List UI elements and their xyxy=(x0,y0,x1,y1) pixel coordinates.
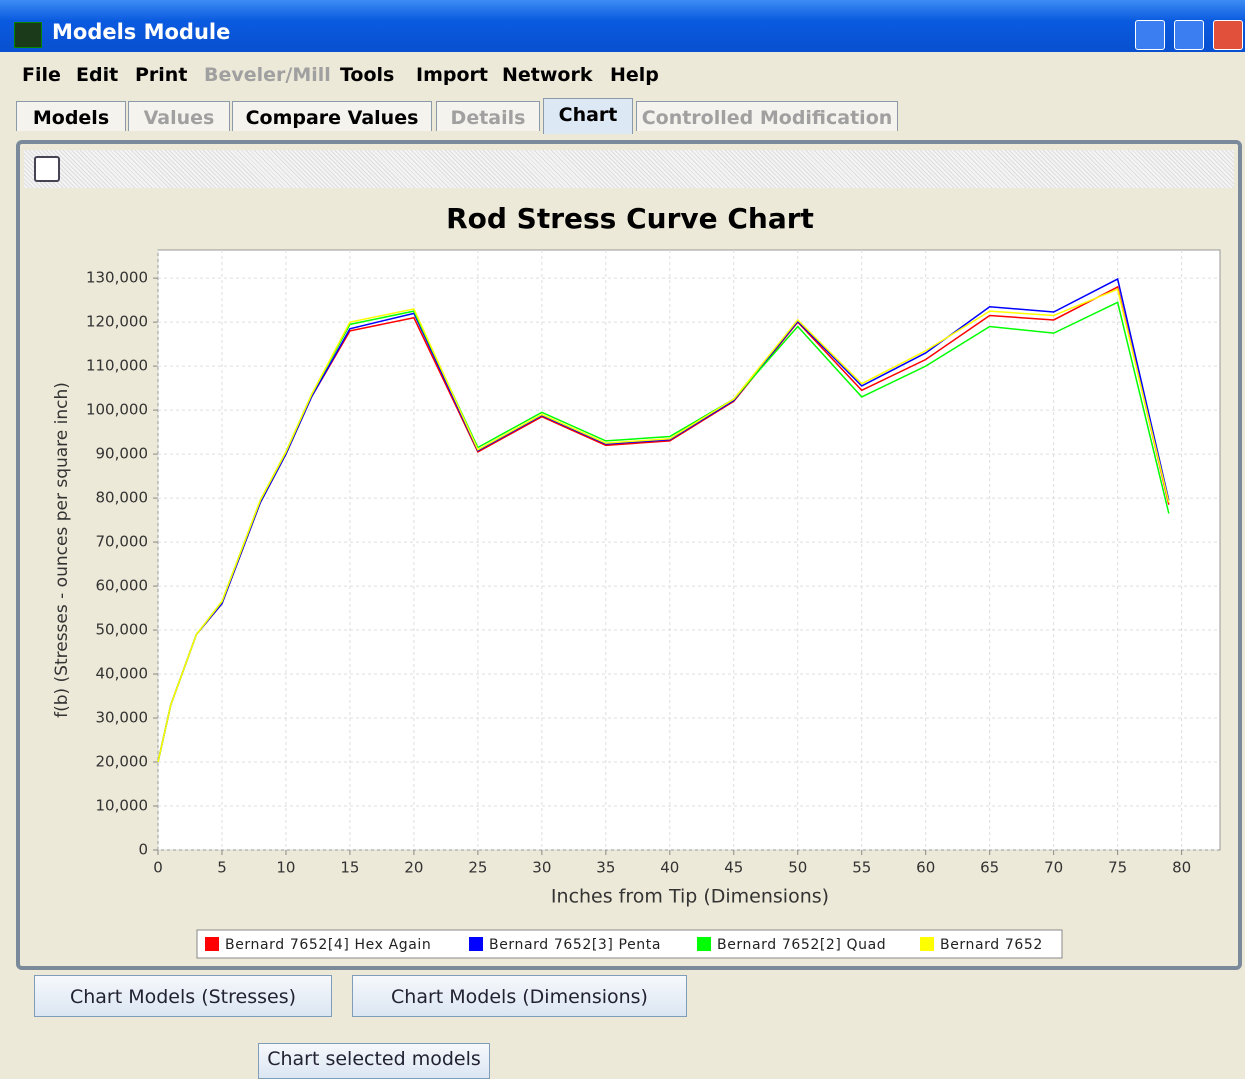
menu-item[interactable]: Print xyxy=(135,64,188,86)
menu-item[interactable]: Help xyxy=(610,64,659,86)
maximize-button[interactable] xyxy=(1174,20,1204,50)
tab: Values xyxy=(128,101,230,131)
x-tick-label: 30 xyxy=(532,859,551,877)
menu-item[interactable]: Import xyxy=(416,64,488,86)
legend-label: Bernard 7652[2] Quad xyxy=(717,937,886,953)
tab: Controlled Modification xyxy=(636,101,898,131)
x-tick-label: 40 xyxy=(660,859,679,877)
menu-bar: File Edit Print Beveler/Mill Tools Impor… xyxy=(0,52,1245,98)
x-tick-label: 45 xyxy=(724,859,743,877)
y-axis-label: f(b) (Stresses - ounces per square inch) xyxy=(52,382,72,718)
x-tick-label: 10 xyxy=(276,859,295,877)
tab[interactable]: Models xyxy=(16,101,126,131)
x-tick-label: 70 xyxy=(1044,859,1063,877)
button[interactable]: Chart selected models xyxy=(258,1043,490,1079)
y-tick-label: 0 xyxy=(138,841,148,859)
y-tick-label: 80,000 xyxy=(96,489,149,507)
button[interactable]: Chart Models (Stresses) xyxy=(34,975,332,1017)
panel-toolbar xyxy=(24,150,1234,188)
legend-swatch xyxy=(697,937,711,951)
menu-item[interactable]: Network xyxy=(502,64,593,86)
tab[interactable]: Compare Values xyxy=(232,101,432,131)
menu-item[interactable]: Edit xyxy=(76,64,119,86)
window-title: Models Module xyxy=(52,20,231,44)
y-tick-label: 130,000 xyxy=(86,269,148,287)
series-line xyxy=(157,277,1170,763)
menu-item[interactable]: File xyxy=(22,64,61,86)
tab-bar: Models Values Compare Values Details Cha… xyxy=(0,98,1245,136)
minimize-button[interactable] xyxy=(1135,20,1165,50)
x-tick-label: 60 xyxy=(916,859,935,877)
tab: Details xyxy=(436,101,540,131)
legend-label: Bernard 7652[4] Hex Again xyxy=(225,937,431,953)
tab[interactable]: Chart xyxy=(543,98,633,134)
x-tick-label: 80 xyxy=(1172,859,1191,877)
y-tick-label: 100,000 xyxy=(86,401,148,419)
button[interactable]: Chart Models (Dimensions) xyxy=(352,975,687,1017)
legend-swatch xyxy=(205,937,219,951)
legend-swatch xyxy=(920,937,934,951)
y-tick-label: 70,000 xyxy=(96,533,149,551)
x-tick-label: 0 xyxy=(153,859,163,877)
legend-label: Bernard 7652 xyxy=(940,937,1043,953)
legend-box xyxy=(196,929,1063,959)
x-tick-label: 25 xyxy=(468,859,487,877)
x-tick-label: 20 xyxy=(404,859,423,877)
close-button[interactable] xyxy=(1213,20,1243,50)
y-tick-label: 20,000 xyxy=(96,753,149,771)
x-tick-label: 75 xyxy=(1108,859,1127,877)
y-tick-label: 50,000 xyxy=(96,621,149,639)
y-tick-label: 120,000 xyxy=(86,313,148,331)
x-axis-label: Inches from Tip (Dimensions) xyxy=(551,886,829,908)
y-tick-label: 110,000 xyxy=(86,357,148,375)
x-tick-label: 35 xyxy=(596,859,615,877)
y-tick-label: 40,000 xyxy=(96,665,149,683)
menu-item[interactable]: Tools xyxy=(340,64,395,86)
x-tick-label: 50 xyxy=(788,859,807,877)
legend-swatch xyxy=(469,937,483,951)
y-tick-label: 90,000 xyxy=(96,445,149,463)
title-bar: Models Module xyxy=(0,0,1245,52)
legend-label: Bernard 7652[3] Penta xyxy=(489,937,661,953)
chart: Rod Stress Curve Chart Inches from Tip (… xyxy=(52,202,1221,959)
y-tick-label: 10,000 xyxy=(96,797,149,815)
chart-title: Rod Stress Curve Chart xyxy=(446,202,814,235)
x-tick-label: 55 xyxy=(852,859,871,877)
app-icon xyxy=(14,22,42,48)
panel-icon[interactable] xyxy=(34,156,60,182)
series-line xyxy=(157,288,1170,763)
x-tick-label: 5 xyxy=(217,859,227,877)
y-tick-label: 30,000 xyxy=(96,709,149,727)
x-tick-label: 15 xyxy=(340,859,359,877)
menu-item: Beveler/Mill xyxy=(204,64,331,86)
x-tick-label: 65 xyxy=(980,859,999,877)
y-tick-label: 60,000 xyxy=(96,577,149,595)
plot-area xyxy=(157,249,1221,851)
